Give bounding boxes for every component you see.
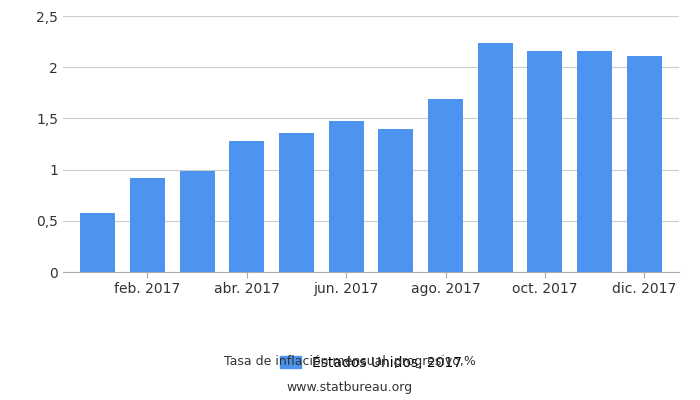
Bar bbox=[279, 133, 314, 272]
Text: www.statbureau.org: www.statbureau.org bbox=[287, 382, 413, 394]
Bar bbox=[230, 141, 264, 272]
Bar bbox=[130, 178, 164, 272]
Bar bbox=[180, 171, 214, 272]
Legend: Estados Unidos, 2017: Estados Unidos, 2017 bbox=[280, 356, 462, 370]
Bar bbox=[80, 213, 116, 272]
Bar bbox=[528, 51, 562, 272]
Bar bbox=[578, 51, 612, 272]
Bar bbox=[379, 129, 413, 272]
Bar bbox=[329, 122, 363, 272]
Bar bbox=[626, 56, 662, 272]
Text: Tasa de inflación mensual, progresivo,%: Tasa de inflación mensual, progresivo,% bbox=[224, 356, 476, 368]
Bar bbox=[478, 43, 512, 272]
Bar bbox=[428, 99, 463, 272]
